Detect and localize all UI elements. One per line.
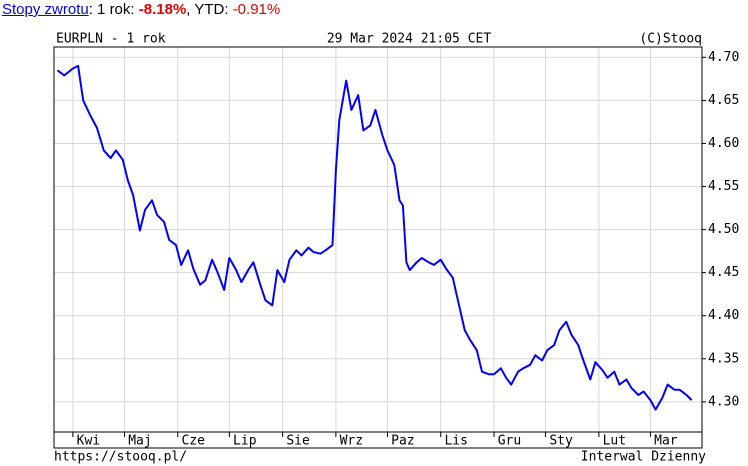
return-ytd: -0.91% bbox=[232, 1, 281, 18]
x-tick-label: Wrz bbox=[340, 434, 363, 449]
copyright: (C)Stooq bbox=[639, 32, 702, 47]
x-tick-label: Paz bbox=[391, 434, 414, 449]
x-tick-label: Sty bbox=[549, 434, 573, 449]
chart-title: EURPLN - 1 rok bbox=[56, 32, 166, 47]
x-tick-label: Gru bbox=[498, 434, 521, 449]
plot-area bbox=[54, 47, 702, 448]
x-tick-label: Lis bbox=[444, 434, 467, 449]
returns-link[interactable]: Stopy zwrotu bbox=[2, 1, 89, 18]
x-tick-label: Kwi bbox=[77, 434, 100, 449]
x-tick-label: Lut bbox=[603, 434, 626, 449]
chart-date: 29 Mar 2024 21:05 CET bbox=[327, 32, 492, 47]
x-tick-label: Mar bbox=[654, 434, 678, 449]
x-tick-label: Sie bbox=[286, 434, 310, 449]
return-1y: -8.18% bbox=[138, 1, 187, 18]
y-tick-label: 4.65 bbox=[708, 93, 739, 108]
returns-header: Stopy zwrotu: 1 rok: -8.18%, YTD: -0.91% bbox=[2, 1, 280, 18]
y-tick-label: 4.50 bbox=[708, 222, 739, 237]
y-tick-label: 4.35 bbox=[708, 351, 739, 366]
y-tick-label: 4.45 bbox=[708, 265, 739, 280]
x-tick-label: Cze bbox=[181, 434, 205, 449]
source-url: https://stooq.pl/ bbox=[54, 450, 187, 465]
x-axis-border bbox=[53, 431, 703, 449]
interval: Interwal Dzienny bbox=[581, 450, 706, 465]
x-tick-label: Lip bbox=[233, 434, 257, 449]
y-tick-label: 4.70 bbox=[708, 50, 739, 65]
returns-text: , YTD: bbox=[186, 1, 233, 18]
price-line bbox=[56, 64, 693, 411]
x-tick-label: Maj bbox=[128, 434, 151, 449]
y-tick-label: 4.30 bbox=[708, 394, 739, 409]
y-tick-label: 4.40 bbox=[708, 308, 739, 323]
y-tick-label: 4.55 bbox=[708, 179, 739, 194]
y-tick-label: 4.60 bbox=[708, 136, 739, 151]
returns-text: : 1 rok: bbox=[88, 1, 139, 18]
